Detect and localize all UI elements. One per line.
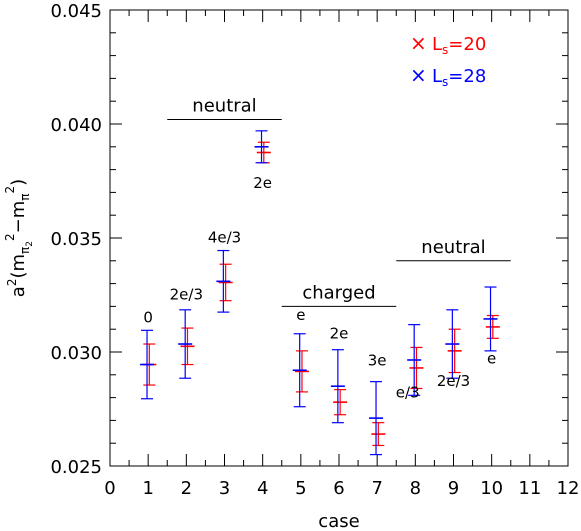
errorbar-ls20 (333, 389, 348, 416)
errorbar-ls20 (409, 346, 424, 390)
errorbar-ls28 (140, 329, 155, 400)
errorbar-ls20 (180, 327, 195, 366)
errorbar-ls28 (292, 333, 307, 408)
errorbar-ls28 (254, 130, 269, 164)
error-bars (140, 130, 500, 456)
y-tick-label: 0.030 (50, 343, 102, 364)
legend-label: Ls=20 (432, 34, 486, 57)
plot-frame (109, 9, 569, 467)
errorbar-ls28 (178, 309, 193, 379)
errorbar-ls20 (485, 314, 500, 339)
group-neutral-left-label: neutral (192, 95, 256, 116)
errorbar-ls20 (294, 350, 309, 393)
ann-4e3: 4e/3 (208, 229, 241, 247)
x-tick-label: 11 (518, 478, 541, 499)
legend-marker: × (410, 31, 427, 55)
x-tick-label: 2 (181, 478, 192, 499)
y-tick-label: 0.035 (50, 229, 102, 250)
x-tick-label: 4 (257, 478, 268, 499)
errorbar-ls20 (218, 263, 233, 302)
ann-0: 0 (143, 308, 153, 326)
errorbar-ls28 (407, 324, 422, 396)
ann-e3: e/3 (396, 384, 420, 402)
case-groups: neutral charged neutral (167, 95, 511, 307)
x-tick-label: 7 (371, 478, 382, 499)
legend-label: Ls=28 (432, 66, 486, 89)
ann-e-a: e (296, 306, 305, 324)
x-axis-label: case (318, 511, 359, 531)
x-tick-label: 5 (295, 478, 306, 499)
ann-3e: 3e (368, 352, 387, 370)
errorbar-ls28 (445, 309, 460, 379)
x-tick-label: 9 (448, 478, 459, 499)
ann-2e-b: 2e (330, 324, 349, 342)
errorbar-ls28 (216, 249, 231, 313)
x-tick-label: 0 (104, 478, 115, 499)
errorbar-ls28 (369, 381, 384, 456)
errorbar-ls28 (483, 286, 498, 352)
legend-marker: × (410, 63, 427, 87)
x-tick-label: 12 (557, 478, 580, 499)
x-tick-label: 1 (142, 478, 153, 499)
y-tick-label: 0.045 (50, 1, 102, 22)
group-charged-label: charged (302, 282, 375, 303)
charge-annotations: 0 2e/3 4e/3 2e e 2e 3e e/3 2e/3 e (143, 174, 496, 402)
errorbar-ls28 (330, 349, 345, 424)
x-tick-label: 8 (410, 478, 421, 499)
ann-2e3-a: 2e/3 (170, 286, 203, 304)
ann-2e3-b: 2e/3 (437, 372, 470, 390)
ann-e-b: e (487, 349, 496, 367)
errorbar-ls20 (371, 422, 386, 447)
x-tick-label: 3 (219, 478, 230, 499)
legend-item-ls20: × Ls=20 (410, 31, 486, 57)
errorbar-ls20 (256, 141, 271, 164)
axis-ticks: 0 1 2 3 4 5 6 7 8 9 10 11 120.0250.0300.0350.0400.04… (50, 1, 579, 499)
y-axis-label: a2(mπ22−mπ2) (3, 179, 35, 297)
errorbar-ls20 (447, 328, 462, 374)
y-tick-label: 0.025 (50, 457, 102, 478)
y-tick-label: 0.040 (50, 115, 102, 136)
ann-2e-a: 2e (253, 174, 272, 192)
x-tick-label: 10 (480, 478, 503, 499)
x-tick-label: 6 (333, 478, 344, 499)
group-neutral-right-label: neutral (421, 237, 485, 258)
legend: × Ls=20 × Ls=28 (410, 31, 486, 89)
legend-item-ls28: × Ls=28 (410, 63, 486, 89)
